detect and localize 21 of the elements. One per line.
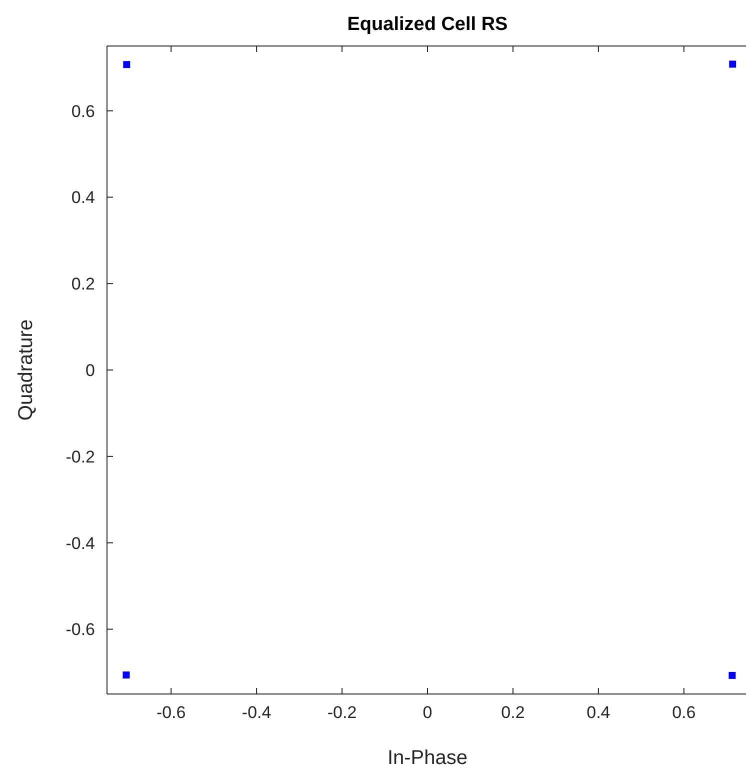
chart-title: Equalized Cell RS [347, 14, 508, 35]
x-tick-label: -0.6 [156, 703, 186, 722]
x-tick-label: 0.2 [501, 703, 525, 722]
x-axis-title: In-Phase [387, 747, 468, 769]
point [728, 672, 736, 679]
y-tick-label: -0.2 [66, 447, 95, 466]
x-tick-label: -0.2 [327, 703, 357, 722]
y-tick-label: 0.4 [71, 188, 95, 208]
x-tick-label: 0.6 [672, 703, 696, 722]
y-axis-title: Quadrature [15, 319, 37, 421]
y-tick-label: -0.6 [66, 620, 95, 640]
y-tick-label: 0.6 [71, 102, 95, 121]
x-tick-label: 0 [422, 703, 432, 722]
x-tick-label: -0.4 [242, 703, 272, 722]
y-tick-label: 0.2 [71, 274, 95, 294]
x-tick-label: 0.4 [586, 703, 610, 722]
y-tick-label: -0.4 [66, 534, 95, 553]
y-tick-label: 0 [86, 360, 95, 380]
point [122, 671, 130, 678]
point [729, 60, 736, 68]
point [123, 61, 130, 68]
